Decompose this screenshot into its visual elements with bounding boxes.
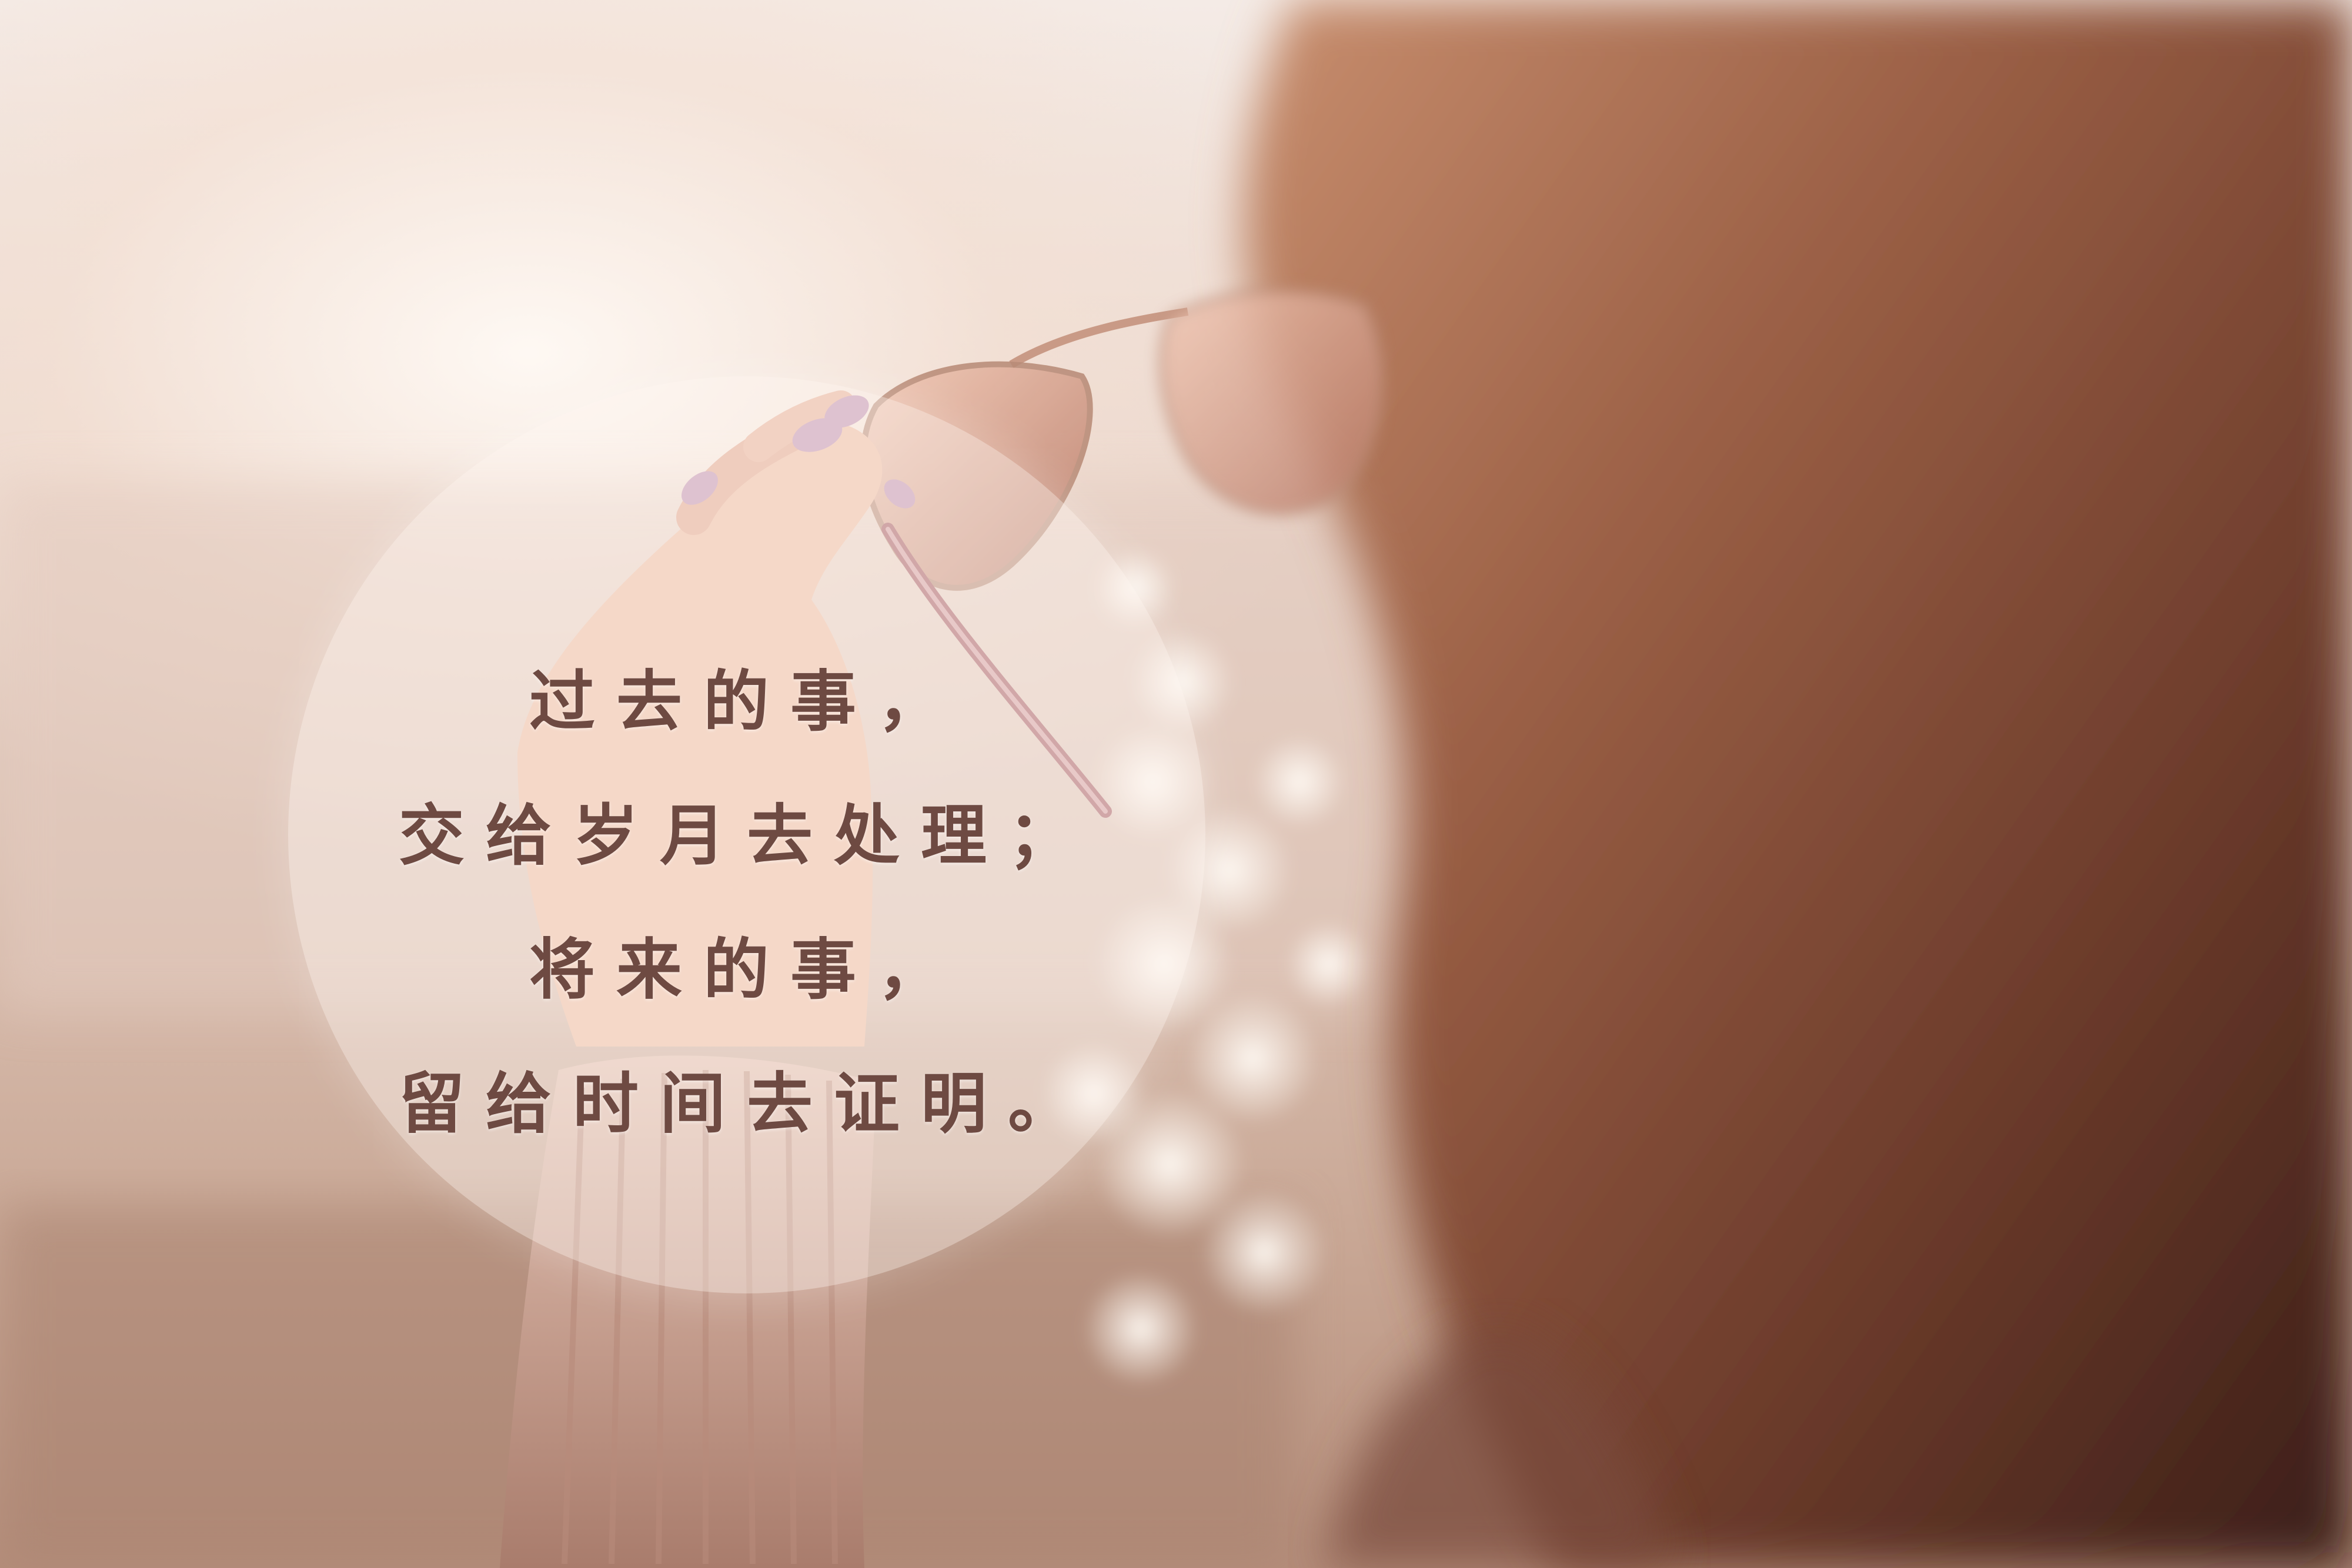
fingernail	[824, 395, 869, 428]
quote-line: 过去的事，	[529, 664, 964, 740]
sunglasses-temple-arm-highlight	[886, 527, 1108, 814]
bokeh-light	[1252, 735, 1347, 829]
bokeh-light	[1200, 1188, 1329, 1317]
quote-line: 将来的事，	[529, 932, 964, 1008]
bokeh-light	[1285, 920, 1373, 1008]
fingernail	[792, 418, 843, 452]
bokeh-light	[1094, 547, 1176, 629]
bokeh-light	[1082, 1270, 1200, 1388]
quote-line: 留给时间去证明。	[399, 1066, 1095, 1142]
sunglasses-right-lens	[1158, 288, 1384, 516]
quote-line: 交给岁月去处理；	[399, 798, 1095, 874]
bokeh-light	[1129, 629, 1235, 735]
bokeh-light	[1094, 894, 1235, 1035]
palm	[517, 423, 883, 1047]
bokeh-light	[1185, 991, 1320, 1126]
quote-backdrop-circle	[288, 376, 1205, 1293]
water-bokeh	[1041, 547, 1373, 1388]
bokeh-light	[1041, 1041, 1147, 1146]
sunglasses	[860, 288, 1384, 818]
sweater-sleeve	[500, 1055, 876, 1568]
shoulder	[1323, 1323, 1676, 1568]
sweater-cuff	[500, 1055, 876, 1568]
hand	[517, 390, 916, 1047]
quote-text: 过去的事， 交给岁月去处理； 将来的事， 留给时间去证明。	[288, 635, 1205, 1171]
hair	[1244, 0, 2352, 1568]
bokeh-light	[1094, 723, 1211, 841]
fingernail	[681, 471, 718, 505]
sunglasses-left-lens	[860, 361, 1093, 591]
fingernail	[884, 479, 916, 509]
